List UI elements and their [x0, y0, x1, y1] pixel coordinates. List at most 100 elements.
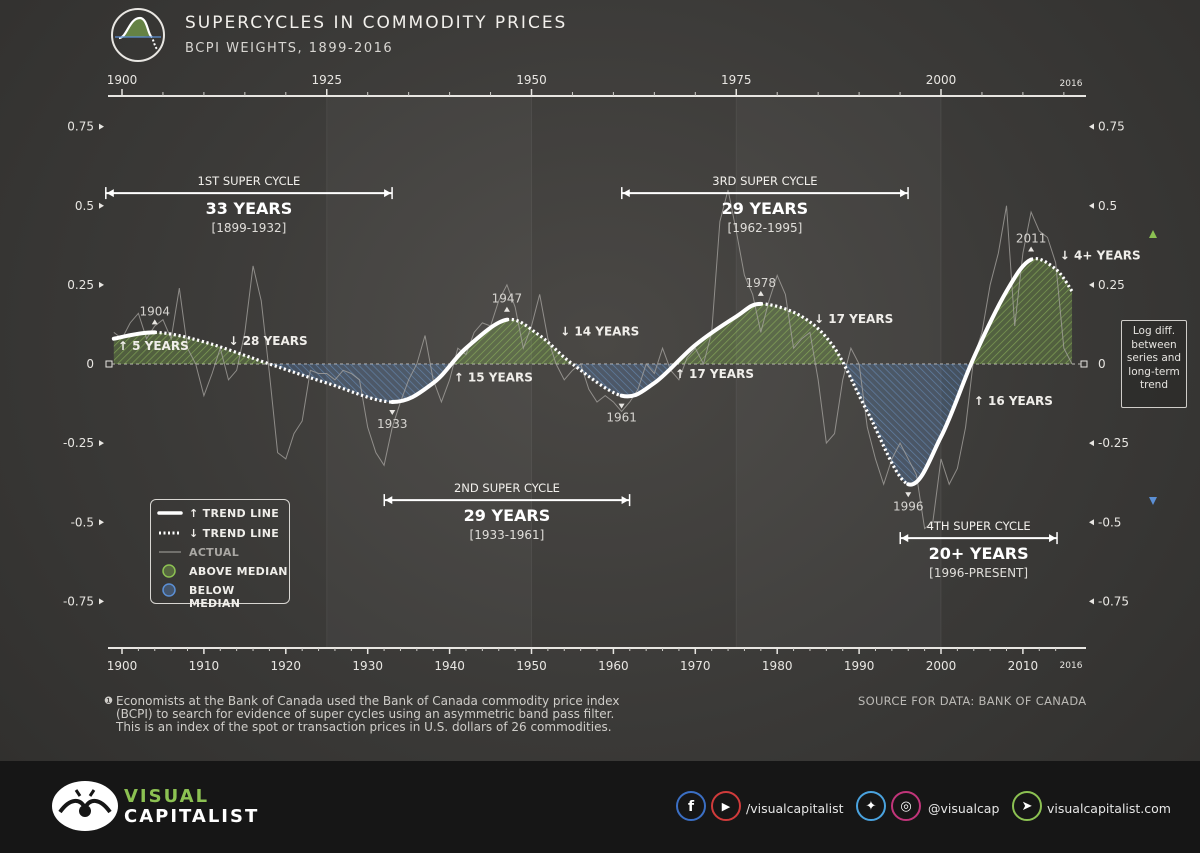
legend-up-trend: ↑ TREND LINE [189, 507, 280, 520]
y-right-tick-0 [1089, 123, 1094, 130]
legend-above-median: ABOVE MEDIAN [189, 565, 288, 578]
y-axis-right: 0.75 0.5 0.25 0 -0.25 -0.5 -0.75 [1080, 120, 1129, 608]
marker-arrow-3 [618, 403, 625, 409]
social-handle-link[interactable]: @visualcap [928, 801, 1000, 816]
side-direction-arrows [1149, 230, 1157, 505]
info-icon: ❶ [104, 696, 113, 707]
y-right-label-2: 0.25 [1098, 278, 1125, 292]
cycle-arrow-left-2 [622, 189, 630, 198]
cursor-icon[interactable]: ➤ [1012, 791, 1042, 821]
y-right-tick-2 [1089, 281, 1094, 288]
trend-up-segment [906, 257, 1034, 487]
legend-below-median: BELOW MEDIAN [189, 584, 241, 610]
bottom-tick-label-10: 2000 [926, 659, 957, 673]
y-left-tick-6 [99, 598, 104, 605]
trend-up-segment [111, 330, 157, 341]
site-handle-link[interactable]: /visualcapitalist [746, 801, 844, 816]
cycle-arrow-right-2 [900, 189, 908, 198]
marker-arrow-1 [389, 409, 396, 415]
cycle-label-2: 3RD SUPER CYCLE [712, 174, 817, 188]
y-axis-left: 0.75 0.5 0.25 0 -0.25 -0.5 -0.75 [63, 120, 113, 608]
legend-actual: ACTUAL [189, 546, 240, 559]
y-right-label-0: 0.75 [1098, 120, 1125, 134]
legend-down-trend: ↓ TREND LINE [189, 527, 280, 540]
phase-label-4: ↑ 17 YEARS [675, 367, 754, 381]
cycle-years-2: 29 YEARS [722, 199, 809, 218]
y-right-tick-5 [1089, 519, 1094, 526]
legend-blue-swatch [162, 583, 176, 597]
bottom-tick-label-6: 1960 [598, 659, 629, 673]
cycle-label-1: 2ND SUPER CYCLE [454, 481, 560, 495]
y-left-tick-5 [99, 519, 104, 526]
cycle-range-2: [1962-1995] [728, 221, 803, 235]
trend-line [111, 257, 1074, 487]
cycle-label-3: 4TH SUPER CYCLE [927, 519, 1031, 533]
website-link[interactable]: visualcapitalist.com [1047, 801, 1171, 816]
brand-top: VISUAL [124, 786, 210, 807]
legend-swatches [157, 511, 183, 597]
instagram-icon[interactable]: ◎ [891, 791, 921, 821]
bottom-tick-label-8: 1980 [762, 659, 793, 673]
y-left-label-4: -0.25 [63, 436, 94, 450]
bottom-tick-label-0: 1900 [107, 659, 138, 673]
bottom-tick-label-7: 1970 [680, 659, 711, 673]
trend-up-segment [619, 301, 763, 399]
top-tick-label-0: 1900 [107, 73, 138, 87]
methodology-note: ❶ Economists at the Bank of Canada used … [104, 695, 664, 734]
bottom-tick-label-2: 1920 [271, 659, 302, 673]
legend-green-swatch [162, 564, 176, 578]
y-right-label-3: 0 [1098, 357, 1106, 371]
trend-down-segment [506, 317, 623, 398]
top-tick-label-2: 1950 [516, 73, 547, 87]
bottom-tick-label-4: 1940 [434, 659, 465, 673]
actual-series-line [113, 189, 1073, 530]
facebook-icon[interactable]: f [676, 791, 706, 821]
cycle-years-0: 33 YEARS [206, 199, 293, 218]
y-left-label-0: 0.75 [67, 120, 94, 134]
bottom-year-axis: 1900 1910 1920 1930 1940 1950 1960 1970 1980 1990… [107, 647, 1086, 673]
marker-label-1: 1933 [377, 417, 408, 431]
page-title: SUPERCYCLES IN COMMODITY PRICES [185, 13, 568, 33]
y-right-label-5: -0.5 [1098, 515, 1121, 529]
cycle-range-3: [1996-PRESENT] [929, 566, 1028, 580]
y-right-zero-marker [1080, 360, 1088, 368]
marker-arrow-6 [1028, 246, 1035, 252]
marker-arrow-2 [503, 306, 510, 312]
top-year-axis: 1900 1925 1950 1975 2000 2016 [107, 73, 1086, 97]
phase-label-2: ↑ 15 YEARS [454, 370, 533, 384]
visual-capitalist-logo-icon [52, 781, 118, 831]
cycle-arrow-left-0 [106, 189, 114, 198]
y-right-tick-4 [1089, 440, 1094, 447]
y-right-tick-6 [1089, 598, 1094, 605]
marker-arrow-4 [757, 290, 764, 296]
chart-legend: ↑ TREND LINE ↓ TREND LINE ACTUAL ABOVE M… [150, 499, 290, 610]
bottom-tick-label-12: 2016 [1060, 661, 1083, 671]
cycle-range-1: [1933-1961] [470, 528, 545, 542]
marker-arrow-5 [905, 492, 912, 498]
y-left-tick-2 [99, 281, 104, 288]
youtube-icon[interactable]: ▶ [711, 791, 741, 821]
cycle-arrow-right-1 [621, 496, 629, 505]
y-left-label-6: -0.75 [63, 594, 94, 608]
y-right-label-1: 0.5 [1098, 199, 1117, 213]
phase-label-7: ↓ 4+ YEARS [1060, 249, 1141, 263]
phase-label-6: ↑ 16 YEARS [974, 394, 1053, 408]
marker-label-4: 1978 [746, 276, 777, 290]
cycle-brackets: 1ST SUPER CYCLE 33 YEARS [1899-1932] 2ND SU… [105, 174, 1058, 580]
top-tick-label-5: 2016 [1060, 79, 1083, 89]
y-axis-description: Log diff. between series and long-term t… [1121, 320, 1187, 408]
cycle-range-0: [1899-1932] [212, 221, 287, 235]
y-left-label-1: 0.5 [75, 199, 94, 213]
top-tick-label-4: 2000 [926, 73, 957, 87]
marker-label-3: 1961 [606, 411, 637, 425]
y-left-label-2: 0.25 [67, 278, 94, 292]
brand-name[interactable]: VISUAL CAPITALIST [124, 787, 259, 827]
y-right-label-6: -0.75 [1098, 594, 1129, 608]
phase-label-1: ↓ 28 YEARS [228, 334, 307, 348]
twitter-icon[interactable]: ✦ [856, 791, 886, 821]
page-subtitle: BCPI WEIGHTS, 1899-2016 [185, 41, 394, 56]
year-markers: 1904 1933 1947 1961 1978 1996 2011 [139, 232, 1046, 514]
y-right-tick-1 [1089, 202, 1094, 209]
y-left-tick-4 [99, 440, 104, 447]
